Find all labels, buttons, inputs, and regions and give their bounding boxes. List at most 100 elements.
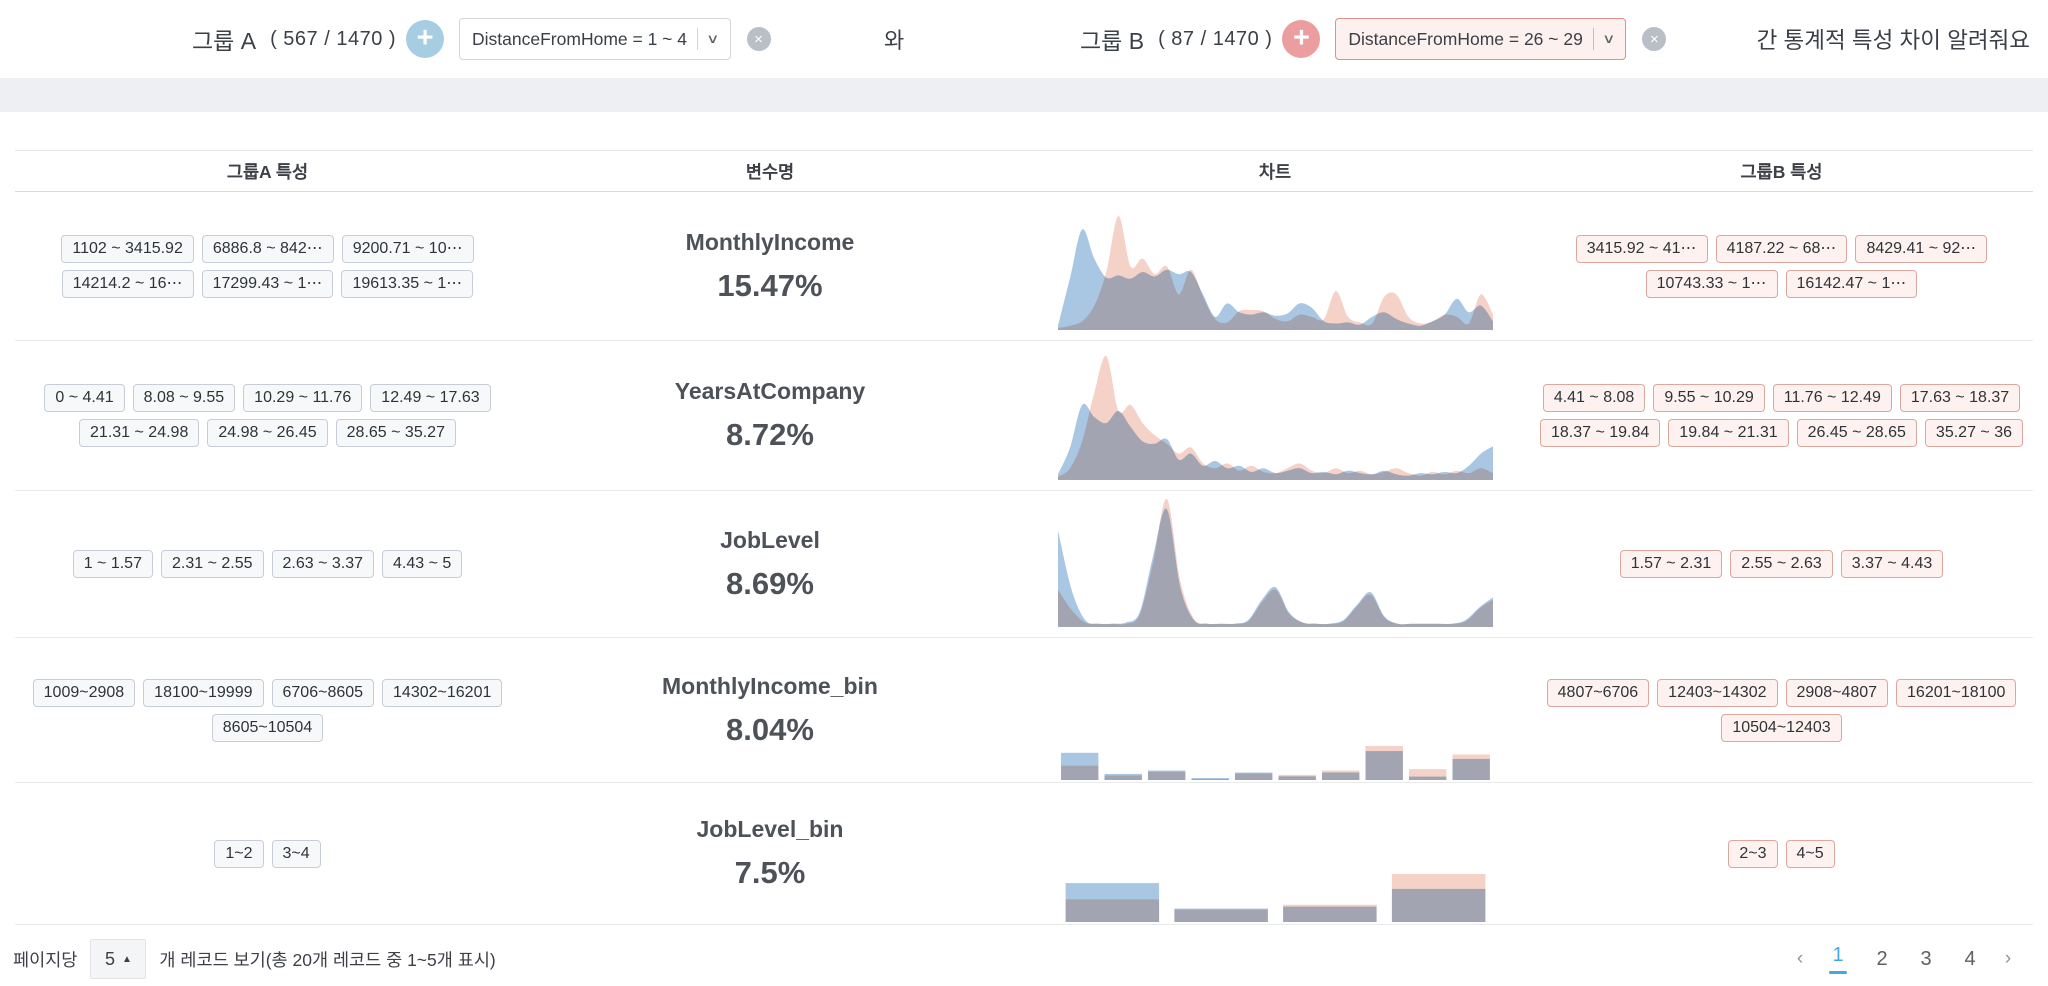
variable-percent: 8.72% <box>726 417 814 452</box>
page-button-1[interactable]: 1 <box>1829 944 1847 974</box>
select-divider <box>1592 28 1594 50</box>
tag-line: 4.41 ~ 8.08 9.55 ~ 10.29 11.76 ~ 12.49 17.6… <box>1539 381 2024 416</box>
next-page-button[interactable]: › <box>2004 948 2012 969</box>
histogram-bar-그룹 A <box>1173 908 1268 922</box>
page-button-3[interactable]: 3 <box>1920 947 1932 970</box>
group-b-header: 그룹 B ( 87 / 1470 ) + DistanceFromHome = … <box>1080 0 1667 78</box>
range-tag: 4.43 ~ 5 <box>382 550 463 578</box>
range-tag: 1~2 <box>214 839 264 868</box>
range-tag: 17299.43 ~ 1⋯ <box>201 269 334 298</box>
query-header: 그룹 A ( 567 / 1470 ) + DistanceFromHome =… <box>0 0 2048 78</box>
group-a-tags-cell: 1~2 3~4 <box>15 783 520 924</box>
range-tag: 8.08 ~ 9.55 <box>132 384 236 412</box>
distribution-chart <box>1065 874 1485 922</box>
page-size-value: 5 <box>104 948 115 969</box>
filter-value-a: DistanceFromHome = 1 ~ 4 <box>472 28 687 49</box>
variable-percent: 8.04% <box>726 711 814 747</box>
table-header-row: 그룹A 특성 변수명 차트 그룹B 특성 <box>15 150 2033 192</box>
range-tag: 9200.71 ~ 10⋯ <box>341 234 474 263</box>
histogram-bar-그룹 B <box>1408 769 1446 780</box>
range-tag: 9.55 ~ 10.29 <box>1653 384 1765 412</box>
group-a-count: ( 567 / 1470 ) <box>270 27 397 50</box>
add-filter-button-b[interactable]: + <box>1282 20 1321 58</box>
range-tag: 10504~12403 <box>1721 713 1842 742</box>
tag-line: 1~2 3~4 <box>210 836 324 871</box>
variable-cell: JobLevel 8.69% <box>520 491 1020 637</box>
tag-line: 1.57 ~ 2.31 2.55 ~ 2.63 3.37 ~ 4.43 <box>1616 547 1948 582</box>
tag-line: 18.37 ~ 19.84 19.84 ~ 21.31 26.45 ~ 28.65 3… <box>1536 416 2027 451</box>
range-tag: 10743.33 ~ 1⋯ <box>1645 269 1778 298</box>
table-row: 1102 ~ 3415.92 6886.8 ~ 842⋯ 9200.71 ~ 10⋯… <box>15 192 2033 341</box>
range-tag: 0 ~ 4.41 <box>44 384 125 412</box>
prev-page-button[interactable]: ‹ <box>1796 948 1804 969</box>
table-row: 1~2 3~4 JobLevel_bin 7.5% 2~3 4~5 <box>15 783 2033 925</box>
range-tag: 17.63 ~ 18.37 <box>1899 384 2021 412</box>
chevron-down-icon: ∨ <box>1601 31 1616 46</box>
group-b-tags-cell: 4807~6706 12403~14302 2908~4807 16201~18100… <box>1530 638 2033 782</box>
chart-cell <box>1020 192 1530 340</box>
range-tag: 4.41 ~ 8.08 <box>1542 384 1646 412</box>
filter-select-b[interactable]: DistanceFromHome = 26 ~ 29 ∨ <box>1335 18 1627 60</box>
distribution-chart <box>1060 746 1490 780</box>
variable-cell: MonthlyIncome_bin 8.04% <box>520 638 1020 782</box>
group-a-tags-cell: 1009~2908 18100~19999 6706~8605 14302~16201… <box>15 638 520 782</box>
range-tag: 18100~19999 <box>143 678 264 707</box>
range-tag: 4807~6706 <box>1546 678 1650 707</box>
range-tag: 2.31 ~ 2.55 <box>160 550 264 578</box>
variable-cell: MonthlyIncome 15.47% <box>520 192 1020 340</box>
range-tag: 4187.22 ~ 68⋯ <box>1715 234 1848 263</box>
range-tag: 1 ~ 1.57 <box>72 550 153 578</box>
close-icon: × <box>1649 30 1659 48</box>
table-row: 1009~2908 18100~19999 6706~8605 14302~16201… <box>15 638 2033 783</box>
histogram-bar-그룹 A <box>1408 776 1446 780</box>
tag-line: 10743.33 ~ 1⋯ 16142.47 ~ 1⋯ <box>1642 266 1922 301</box>
range-tag: 8605~10504 <box>211 713 324 742</box>
group-a-tags-cell: 1 ~ 1.57 2.31 ~ 2.55 2.63 ~ 3.37 4.43 ~ 5 <box>15 491 520 637</box>
histogram-bar-그룹 A <box>1060 752 1098 780</box>
tag-line: 1009~2908 18100~19999 6706~8605 14302~16201 <box>29 675 507 710</box>
range-tag: 6706~8605 <box>271 678 375 707</box>
remove-filter-button-a[interactable]: × <box>746 27 771 51</box>
tag-line: 10504~12403 <box>1717 710 1845 745</box>
histogram-bar-그룹 A <box>1147 770 1185 780</box>
table-body: 1102 ~ 3415.92 6886.8 ~ 842⋯ 9200.71 ~ 10⋯… <box>15 192 2033 925</box>
page-size-select[interactable]: 5 ▲ <box>90 939 147 979</box>
page-button-4[interactable]: 4 <box>1964 947 1976 970</box>
query-suffix-text: 간 통계적 특성 차이 알려줘요 <box>1756 28 2030 53</box>
range-tag: 19.84 ~ 21.31 <box>1668 419 1789 447</box>
per-page-label: 페이지당 <box>13 949 78 970</box>
range-tag: 3~4 <box>271 839 321 868</box>
histogram-bar-그룹 A <box>1365 751 1403 780</box>
group-b-tags-cell: 2~3 4~5 <box>1530 783 2033 924</box>
range-tag: 1.57 ~ 2.31 <box>1619 550 1723 578</box>
filter-select-a[interactable]: DistanceFromHome = 1 ~ 4 ∨ <box>459 18 731 60</box>
histogram-bar-그룹 A <box>1452 758 1490 780</box>
range-tag: 24.98 ~ 26.45 <box>207 419 328 447</box>
range-tag: 6886.8 ~ 842⋯ <box>201 234 334 263</box>
add-filter-button-a[interactable]: + <box>406 20 445 58</box>
chart-cell <box>1020 491 1530 637</box>
histogram-bar-그룹 A <box>1321 772 1359 780</box>
variable-name: MonthlyIncome_bin <box>662 672 878 699</box>
variable-cell: YearsAtCompany 8.72% <box>520 341 1020 490</box>
records-label: 개 레코드 보기(총 20개 레코드 중 1~5개 표시) <box>159 949 496 970</box>
group-a-tags-cell: 0 ~ 4.41 8.08 ~ 9.55 10.29 ~ 11.76 12.49 ~ … <box>15 341 520 490</box>
tag-line: 1 ~ 1.57 2.31 ~ 2.55 2.63 ~ 3.37 4.43 ~ 5 <box>69 547 467 582</box>
group-b-tags-cell: 3415.92 ~ 41⋯ 4187.22 ~ 68⋯ 8429.41 ~ 92⋯ 1… <box>1530 192 2033 340</box>
remove-filter-button-b[interactable]: × <box>1642 27 1667 51</box>
variable-name: JobLevel <box>720 526 820 553</box>
pagination: ‹ 1 2 3 4 › <box>1784 925 2024 986</box>
histogram-bar-그룹 A <box>1391 888 1485 922</box>
table-row: 0 ~ 4.41 8.08 ~ 9.55 10.29 ~ 11.76 12.49 ~ … <box>15 341 2033 491</box>
tag-line: 4807~6706 12403~14302 2908~4807 16201~18100 <box>1543 675 2021 710</box>
connector-text: 와 <box>884 28 905 53</box>
column-header-chart: 차트 <box>1258 161 1292 182</box>
page-button-2[interactable]: 2 <box>1876 947 1888 970</box>
density-area-그룹 A <box>1057 508 1493 627</box>
histogram-bar-그룹 A <box>1278 776 1316 780</box>
range-tag: 14214.2 ~ 16⋯ <box>61 269 194 298</box>
plus-icon: + <box>1292 21 1310 54</box>
variable-name: JobLevel_bin <box>696 816 844 842</box>
tag-line: 2~3 4~5 <box>1724 836 1838 871</box>
